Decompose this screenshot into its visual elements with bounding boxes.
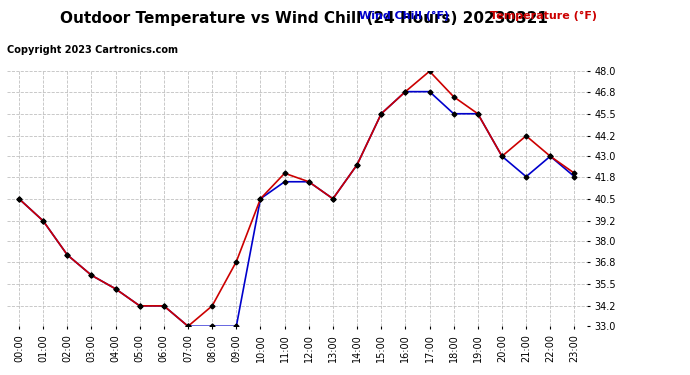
Text: Outdoor Temperature vs Wind Chill (24 Hours) 20230321: Outdoor Temperature vs Wind Chill (24 Ho…: [59, 11, 548, 26]
Text: Copyright 2023 Cartronics.com: Copyright 2023 Cartronics.com: [7, 45, 178, 55]
Text: Temperature (°F): Temperature (°F): [490, 11, 597, 21]
Text: Wind Chill (°F): Wind Chill (°F): [359, 11, 449, 21]
